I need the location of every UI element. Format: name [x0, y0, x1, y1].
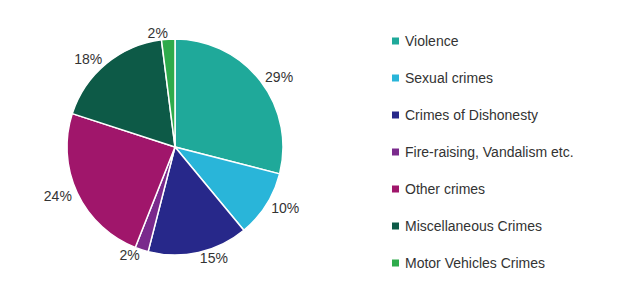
svg-text:10%: 10%	[271, 200, 299, 216]
svg-text:Other crimes: Other crimes	[405, 181, 485, 197]
svg-text:Miscellaneous Crimes: Miscellaneous Crimes	[405, 218, 542, 234]
svg-text:Sexual crimes: Sexual crimes	[405, 70, 493, 86]
svg-text:Violence: Violence	[405, 33, 459, 49]
svg-text:Crimes of Dishonesty: Crimes of Dishonesty	[405, 107, 538, 123]
svg-text:24%: 24%	[44, 188, 72, 204]
svg-text:Motor Vehicles Crimes: Motor Vehicles Crimes	[405, 255, 545, 271]
svg-text:Fire-raising, Vandalism etc.: Fire-raising, Vandalism etc.	[405, 144, 574, 160]
svg-text:18%: 18%	[74, 51, 102, 67]
svg-text:29%: 29%	[265, 69, 293, 85]
svg-text:2%: 2%	[120, 247, 140, 263]
svg-text:2%: 2%	[148, 25, 168, 41]
svg-text:15%: 15%	[200, 250, 228, 266]
